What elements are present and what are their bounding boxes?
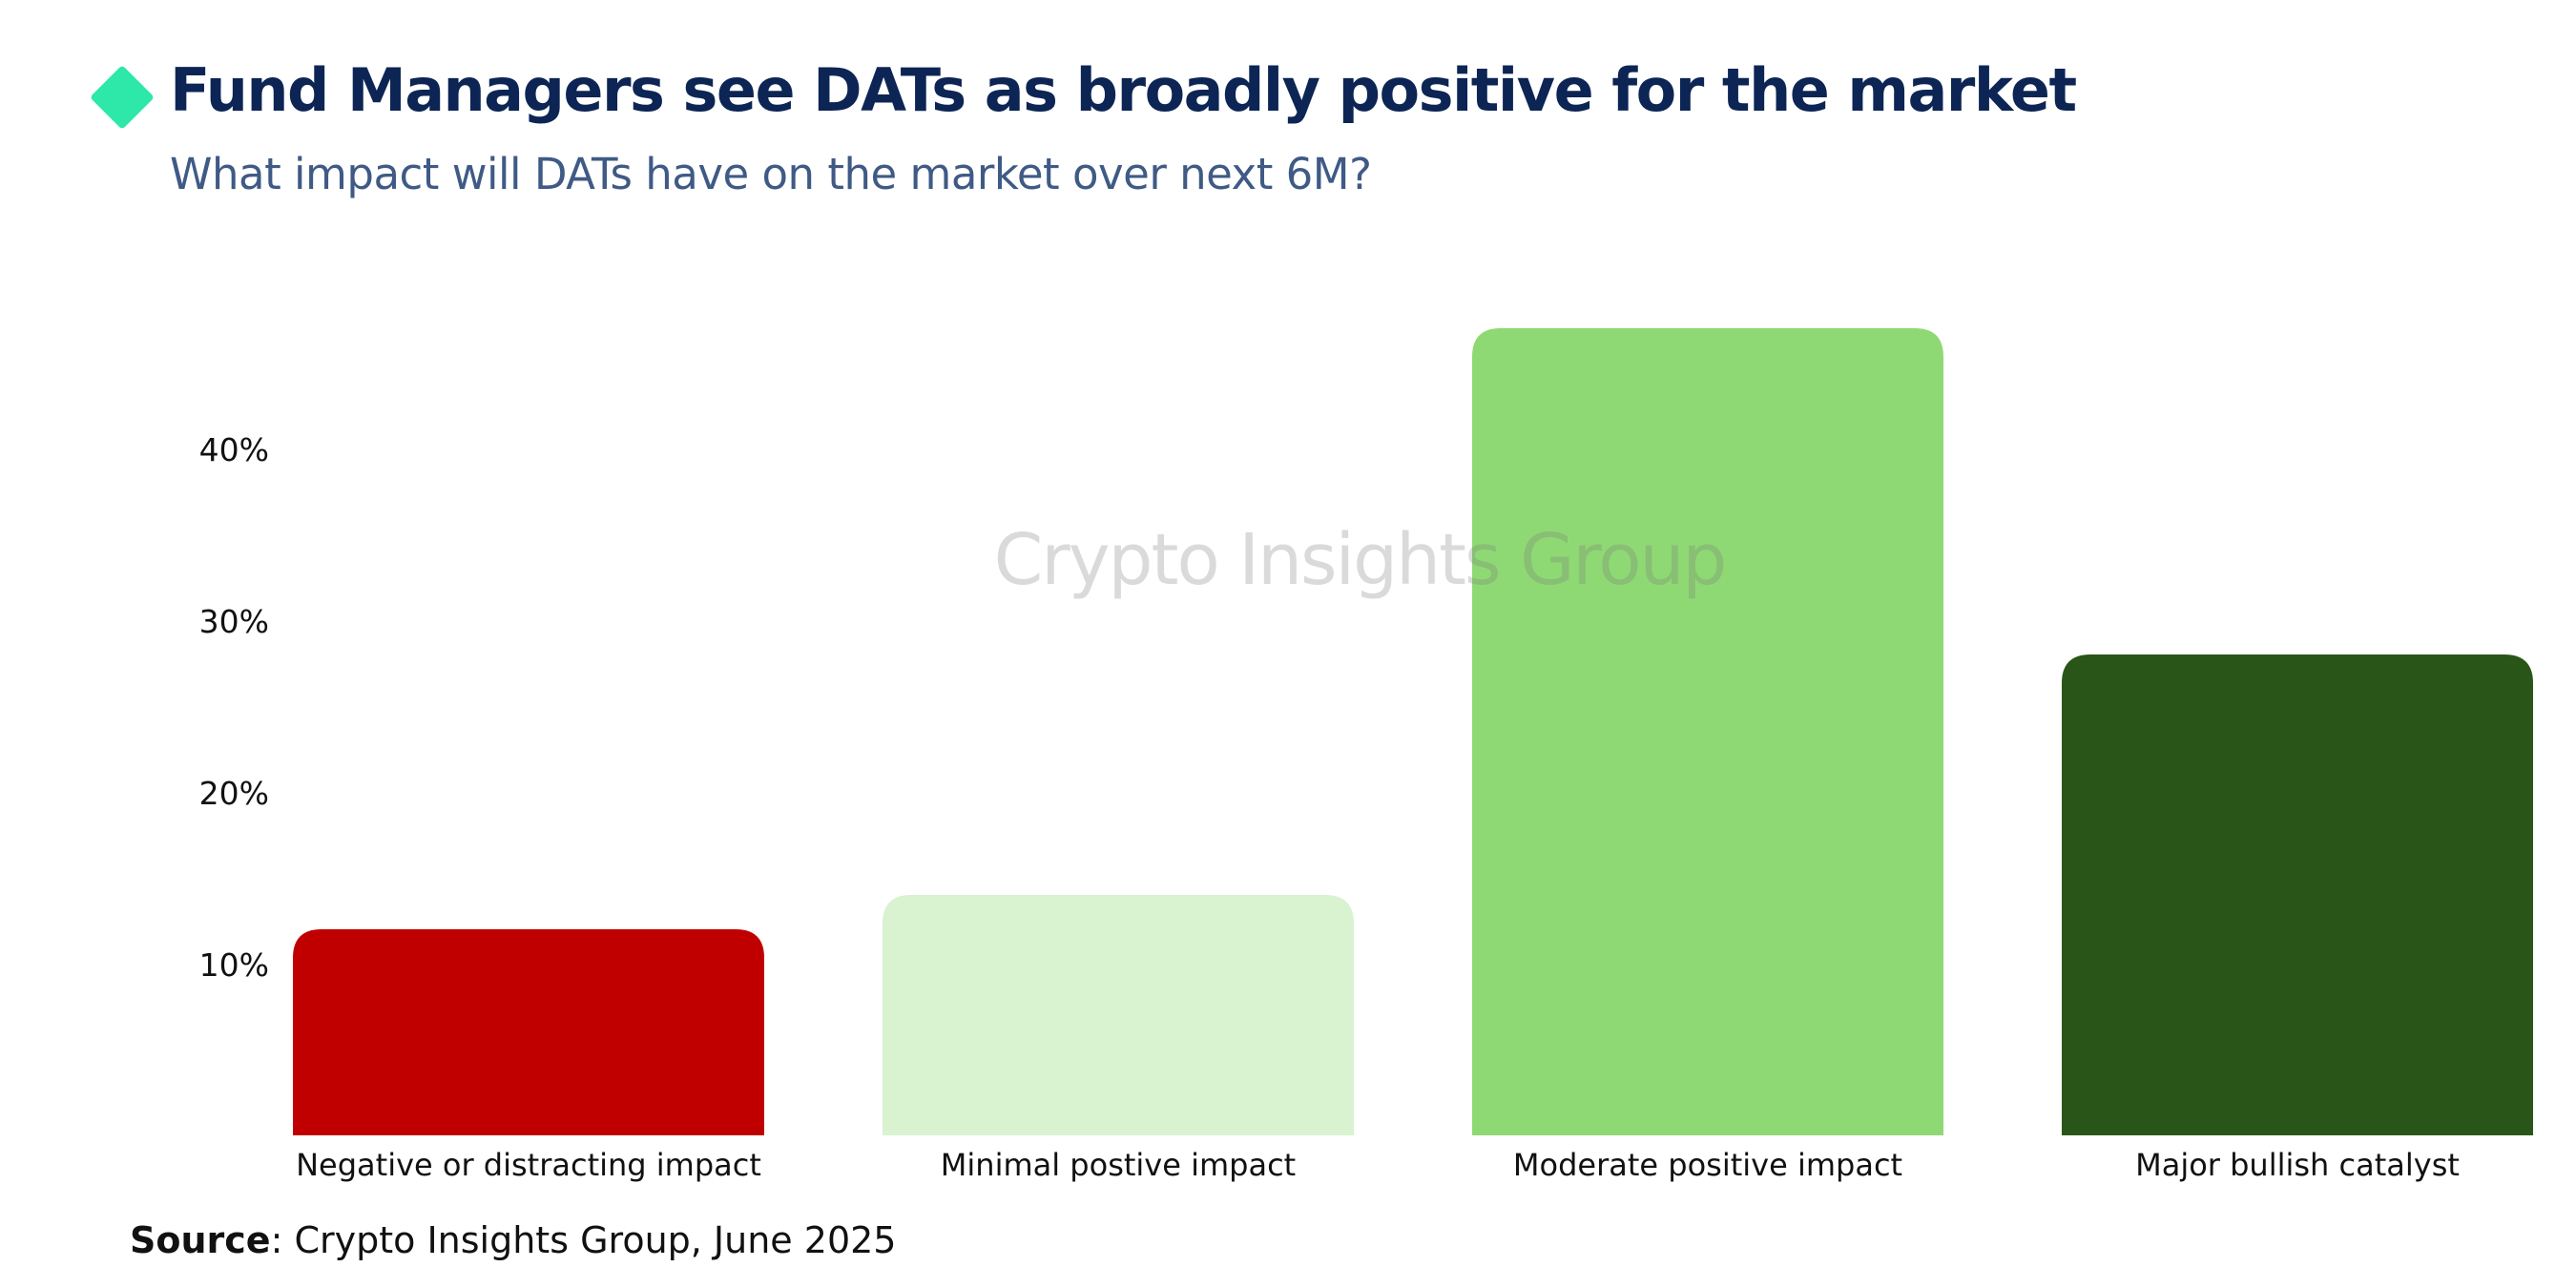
source-note: Source: Crypto Insights Group, June 2025 <box>130 1219 896 1261</box>
source-text: : Crypto Insights Group, June 2025 <box>270 1219 897 1261</box>
chart-title: Fund Managers see DATs as broadly positi… <box>170 55 2077 125</box>
bar-chart: 10% 20% 30% 40% Negative or distracting impa… <box>199 328 2533 1183</box>
bar <box>293 929 764 1135</box>
bar <box>883 895 1354 1135</box>
bar <box>2062 654 2533 1135</box>
y-tick-label: 30% <box>199 603 269 640</box>
source-label: Source <box>130 1219 271 1261</box>
watermark: Crypto Insights Group <box>994 519 1726 601</box>
x-tick-label: Moderate positive impact <box>1513 1147 1902 1183</box>
chart-subtitle: What impact will DATs have on the market… <box>170 149 1372 199</box>
x-tick-label: Negative or distracting impact <box>296 1147 761 1183</box>
x-tick-label: Minimal postive impact <box>941 1147 1296 1183</box>
y-tick-label: 40% <box>199 431 269 468</box>
x-tick-label: Major bullish catalyst <box>2135 1147 2460 1183</box>
y-tick-label: 20% <box>199 775 269 812</box>
y-tick-label: 10% <box>199 946 269 984</box>
bar <box>1472 328 1943 1135</box>
